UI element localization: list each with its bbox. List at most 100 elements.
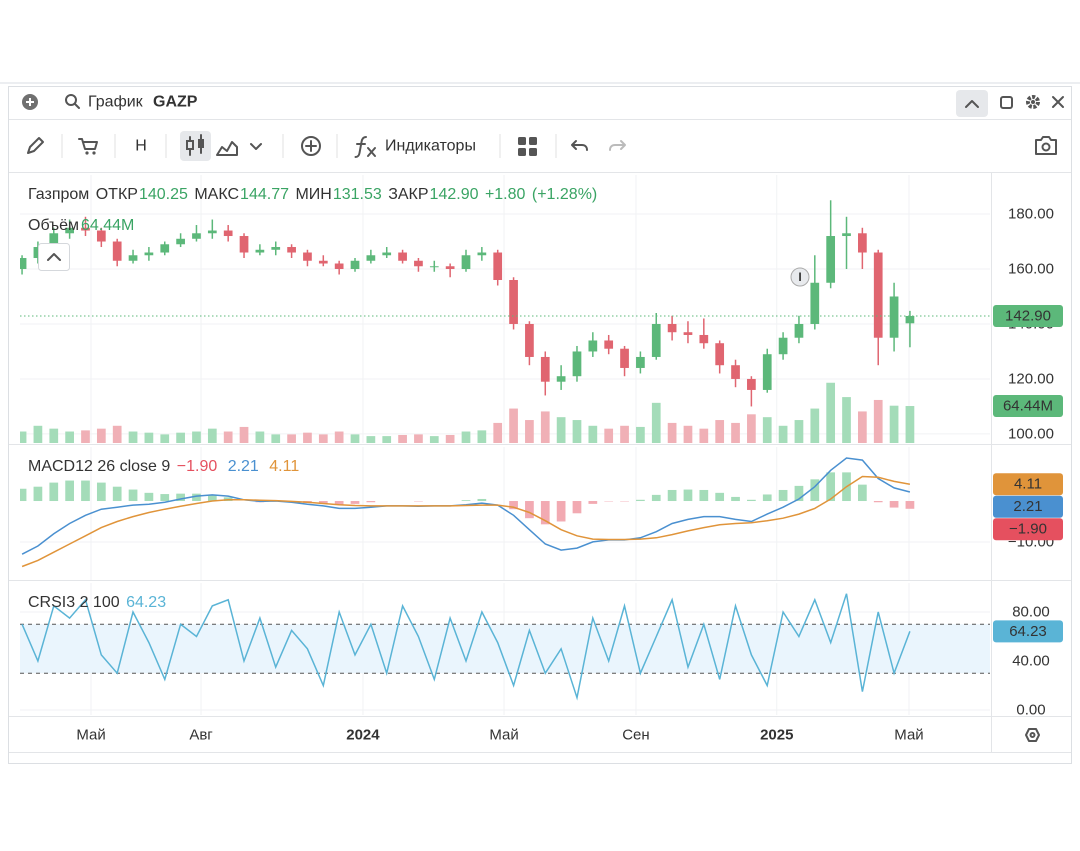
macd-histogram-bar	[334, 501, 344, 505]
macd-histogram-bar	[556, 501, 566, 522]
volume-bar	[144, 432, 154, 443]
volume-bar	[20, 431, 27, 443]
candle-body	[303, 252, 312, 261]
cart-button[interactable]	[78, 138, 98, 150]
interval-button[interactable]: Н	[135, 138, 147, 155]
volume-bar	[651, 402, 661, 443]
add-icon	[26, 98, 34, 106]
event-marker[interactable]	[790, 267, 810, 287]
macd-histogram-bar	[540, 501, 550, 525]
volume-bar	[731, 422, 740, 443]
last-volume-box-label: 64.44M	[1003, 398, 1053, 415]
candle-body	[128, 255, 138, 261]
indicators-button[interactable]: Индикаторы	[385, 138, 476, 155]
volume-bar	[429, 436, 439, 443]
compare-button[interactable]	[301, 136, 321, 156]
y-tick-label: 120.00	[1008, 370, 1054, 387]
macd-value-box	[993, 495, 1063, 518]
volume-bar	[778, 425, 788, 443]
candle-body	[873, 252, 883, 338]
chart-type-dropdown[interactable]	[250, 143, 262, 150]
y-tick-label: 100.00	[1008, 425, 1054, 442]
macd-histogram-bar	[366, 501, 376, 503]
candle-body	[683, 332, 693, 335]
candle-body	[572, 351, 582, 377]
candle-body	[651, 323, 661, 357]
legend-value: 142.90	[430, 186, 479, 203]
volume-bar	[160, 434, 170, 443]
candle-body	[762, 354, 772, 390]
close-button[interactable]	[1052, 96, 1064, 108]
area-button[interactable]	[216, 141, 238, 156]
volume-bar	[382, 436, 392, 443]
candle-body	[620, 348, 629, 368]
draw-button[interactable]	[27, 137, 44, 154]
candle-body	[810, 282, 820, 324]
candle-body	[636, 356, 645, 368]
candle-body	[778, 337, 788, 355]
candle-body	[889, 296, 899, 338]
last-price-box	[993, 305, 1063, 328]
candle-body	[239, 236, 249, 253]
volume-bar	[33, 425, 43, 443]
cart-icon	[85, 151, 89, 155]
macd-histogram-bar	[762, 494, 772, 502]
legend-value: 4.11	[269, 458, 299, 475]
candle-body	[176, 238, 185, 245]
candle-body	[49, 233, 59, 248]
candle-body	[366, 255, 376, 261]
x-tick-label: Авг	[189, 727, 213, 744]
legend-value: 131.53	[333, 186, 382, 203]
macd-histogram-bar	[128, 489, 138, 502]
volume-bar	[318, 434, 328, 443]
volume-bar	[699, 428, 709, 443]
y-tick-label: 160.00	[1008, 261, 1054, 278]
volume-bar	[207, 428, 217, 443]
instrument-name: Газпром	[28, 186, 89, 203]
legend-toggle-icon	[47, 253, 61, 261]
candle-body	[794, 323, 804, 338]
maximize-button[interactable]	[1000, 96, 1013, 109]
candle-body	[493, 252, 503, 281]
volume-bar	[271, 434, 281, 443]
x-tick-label: Май	[489, 727, 518, 744]
macd-histogram-bar	[144, 492, 154, 502]
price-legend: Газпром ОТКР140.25 МАКС144.77 МИН131.53 …	[28, 186, 597, 203]
macd-histogram-bar	[176, 493, 185, 502]
legend-toggle[interactable]	[38, 243, 70, 271]
undo-button[interactable]	[571, 140, 588, 151]
candle-body	[398, 252, 407, 261]
candle-body	[223, 230, 233, 237]
y-tick-label: 80.00	[1012, 604, 1050, 621]
axis-settings-button[interactable]	[1025, 728, 1040, 742]
collapse-button[interactable]	[956, 90, 988, 117]
candle-body	[461, 255, 471, 270]
search-icon	[74, 103, 80, 109]
candle-body	[414, 260, 423, 267]
candle-body	[826, 236, 836, 283]
candles-icon	[198, 139, 204, 148]
candle-body	[112, 241, 122, 261]
price-pane	[20, 175, 990, 443]
redo-button[interactable]	[609, 140, 626, 151]
screenshot-button[interactable]	[1035, 136, 1057, 155]
volume-bar	[636, 426, 645, 443]
search-label[interactable]: График	[88, 94, 144, 111]
legend-key: ОТКР	[96, 186, 138, 203]
volume-bar	[810, 408, 820, 443]
candle-body	[318, 260, 328, 264]
candles-button[interactable]	[180, 131, 211, 161]
legend-value: 64.23	[126, 594, 166, 611]
settings-button[interactable]	[1026, 95, 1040, 109]
ticker[interactable]: GAZP	[153, 94, 198, 111]
volume-bar	[794, 420, 804, 443]
volume-bar	[620, 425, 629, 443]
layout-button[interactable]	[518, 137, 537, 156]
x-tick-label: Май	[894, 727, 923, 744]
indicator-title: CRSI3 2 100	[28, 594, 120, 611]
candle-body	[556, 376, 566, 382]
volume-bar	[303, 432, 312, 443]
candle-body	[350, 260, 360, 270]
volume-bar	[255, 431, 265, 443]
